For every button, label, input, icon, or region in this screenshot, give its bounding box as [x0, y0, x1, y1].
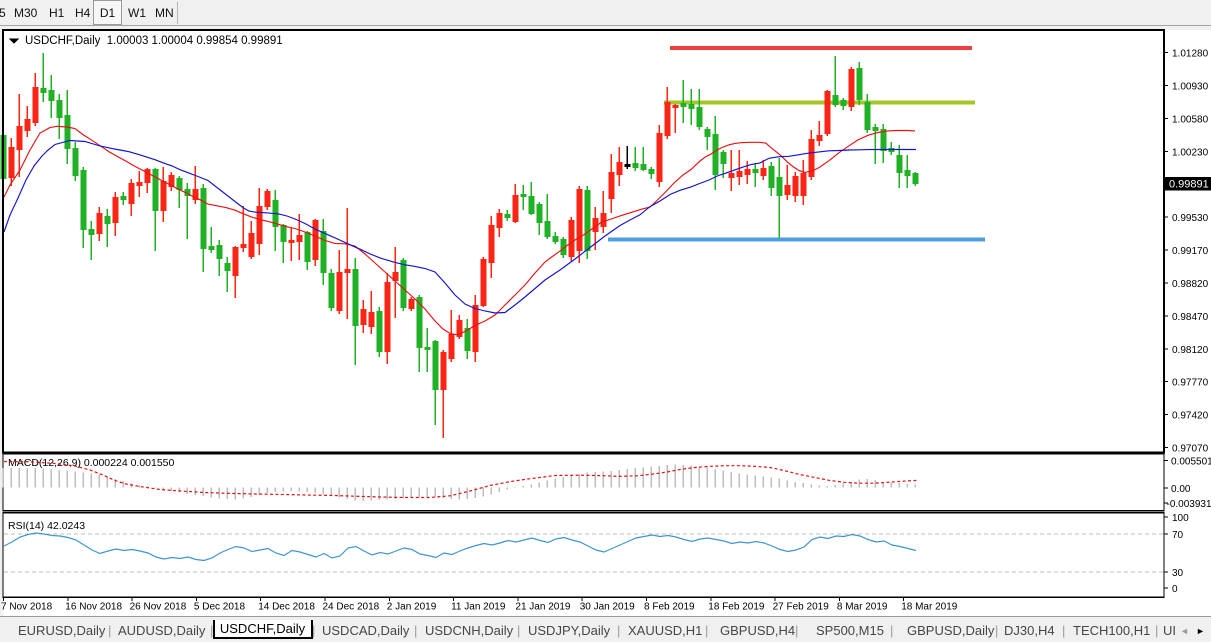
svg-text:0.98820: 0.98820	[1172, 279, 1209, 290]
svg-text:-0.003931: -0.003931	[1167, 499, 1211, 510]
svg-text:0.99530: 0.99530	[1172, 213, 1209, 224]
svg-text:0.98470: 0.98470	[1172, 312, 1209, 323]
svg-text:1.00930: 1.00930	[1172, 82, 1209, 93]
svg-text:8 Mar 2019: 8 Mar 2019	[837, 602, 888, 613]
svg-text:18 Feb 2019: 18 Feb 2019	[708, 602, 765, 613]
svg-text:0.005501: 0.005501	[1171, 457, 1211, 468]
svg-text:14 Dec 2018: 14 Dec 2018	[258, 602, 315, 613]
svg-text:100: 100	[1172, 513, 1189, 524]
svg-text:24 Dec 2018: 24 Dec 2018	[323, 602, 380, 613]
svg-text:26 Nov 2018: 26 Nov 2018	[130, 602, 187, 613]
svg-text:18 Mar 2019: 18 Mar 2019	[901, 602, 958, 613]
svg-text:0.97770: 0.97770	[1172, 378, 1209, 389]
svg-text:70: 70	[1172, 530, 1184, 541]
svg-text:11 Jan 2019: 11 Jan 2019	[451, 602, 506, 613]
svg-text:5 Dec 2018: 5 Dec 2018	[194, 602, 246, 613]
svg-text:8 Feb 2019: 8 Feb 2019	[644, 602, 695, 613]
svg-text:21 Jan 2019: 21 Jan 2019	[515, 602, 570, 613]
svg-text:0.97420: 0.97420	[1172, 411, 1209, 422]
svg-text:0.98120: 0.98120	[1172, 345, 1209, 356]
svg-text:16 Nov 2018: 16 Nov 2018	[65, 602, 122, 613]
svg-text:7 Nov 2018: 7 Nov 2018	[1, 602, 53, 613]
svg-text:30: 30	[1172, 568, 1184, 579]
svg-text:1.00580: 1.00580	[1172, 115, 1209, 126]
svg-text:MACD(12,26,9) 0.000224 0.00155: MACD(12,26,9) 0.000224 0.001550	[8, 457, 175, 469]
svg-text:0.00: 0.00	[1171, 484, 1191, 495]
svg-text:27 Feb 2019: 27 Feb 2019	[773, 602, 830, 613]
svg-text:1.01280: 1.01280	[1172, 49, 1209, 60]
svg-text:0.99170: 0.99170	[1172, 246, 1209, 257]
svg-text:1.00230: 1.00230	[1172, 147, 1209, 158]
svg-text:2 Jan 2019: 2 Jan 2019	[387, 602, 437, 613]
svg-text:0.97070: 0.97070	[1172, 444, 1209, 455]
svg-text:0.99891: 0.99891	[1169, 178, 1209, 190]
svg-text:0: 0	[1172, 584, 1178, 595]
svg-text:30 Jan 2019: 30 Jan 2019	[580, 602, 635, 613]
svg-text:RSI(14) 42.0243: RSI(14) 42.0243	[8, 520, 85, 532]
svg-text:USDCHF,Daily 1.00003 1.00004: USDCHF,Daily 1.00003 1.00004 0.99854 0.9…	[25, 35, 283, 47]
